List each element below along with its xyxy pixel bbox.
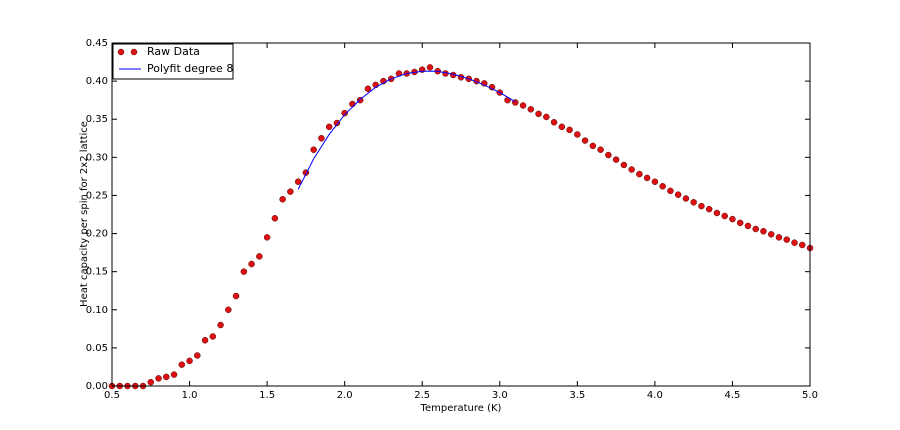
y-tick-label: 0.20 (86, 229, 108, 240)
data-point (279, 196, 286, 203)
data-point (186, 357, 193, 365)
data-point (605, 151, 612, 159)
data-point (783, 236, 790, 243)
data-point (147, 378, 155, 386)
data-point (209, 333, 217, 340)
data-point (589, 142, 597, 150)
y-tick-label: 0.05 (86, 343, 108, 354)
data-point (798, 241, 806, 249)
y-tick-label: 0.00 (86, 381, 108, 392)
data-point (194, 352, 201, 359)
data-point (721, 212, 728, 220)
data-point (519, 102, 527, 109)
data-point (217, 321, 224, 329)
data-point (310, 146, 317, 153)
data-point (163, 373, 170, 381)
legend: Raw Data Polyfit degree 8 (112, 43, 234, 80)
legend-label: Raw Data (147, 45, 200, 58)
y-tick-label: 0.40 (86, 76, 108, 87)
data-point (558, 123, 566, 131)
data-point (271, 215, 279, 222)
data-point (713, 209, 721, 217)
data-point (178, 361, 186, 368)
x-tick-label: 2.5 (414, 390, 430, 401)
y-tick-label: 0.15 (86, 267, 108, 278)
data-point (674, 191, 682, 198)
data-point (256, 253, 263, 260)
data-point (225, 306, 232, 314)
data-point (574, 131, 581, 138)
x-axis-label: Temperature (K) (420, 403, 502, 414)
x-tick-label: 4.5 (724, 390, 740, 401)
x-tick-label: 0.5 (104, 390, 120, 401)
y-tick-label: 0.30 (86, 152, 108, 163)
data-point (752, 225, 759, 233)
data-point (667, 187, 674, 195)
data-point (527, 106, 535, 113)
x-tick-label: 5.0 (802, 390, 818, 401)
data-point (170, 371, 178, 378)
y-tick-label: 0.10 (86, 305, 108, 316)
legend-marker (130, 48, 138, 56)
plot-frame (111, 42, 811, 387)
data-point (620, 161, 628, 169)
data-point (232, 292, 240, 300)
data-point (333, 119, 341, 127)
fit-line (297, 70, 516, 190)
data-point (318, 135, 325, 142)
data-point (201, 337, 209, 344)
data-point (287, 188, 294, 195)
y-tick-label: 0.45 (86, 38, 108, 49)
data-point (744, 222, 752, 230)
data-point (248, 260, 255, 268)
data-point (581, 137, 589, 144)
data-point (550, 119, 558, 126)
data-point (364, 85, 372, 92)
data-point (775, 234, 783, 241)
data-point (263, 234, 271, 241)
x-tick-label: 3.5 (569, 390, 585, 401)
data-point (736, 219, 744, 227)
data-point (341, 109, 348, 117)
x-tick-label: 1.5 (259, 390, 275, 401)
data-point (643, 174, 651, 182)
data-point (690, 199, 697, 206)
legend-marker (117, 48, 125, 56)
data-point (659, 183, 666, 190)
data-point (294, 178, 302, 185)
data-point (240, 268, 248, 275)
data-point (682, 195, 690, 202)
data-point (325, 123, 333, 131)
data-point (349, 100, 356, 108)
data-point (729, 215, 736, 223)
y-tick-label: 0.35 (86, 114, 108, 125)
x-tick-label: 1.0 (182, 390, 198, 401)
data-point (705, 205, 713, 213)
x-tick-label: 2.0 (337, 390, 353, 401)
y-tick-label: 0.25 (86, 190, 108, 201)
data-point (535, 110, 542, 118)
data-point (543, 113, 550, 121)
x-tick-label: 3.0 (492, 390, 508, 401)
data-point (628, 166, 635, 173)
data-point (612, 156, 620, 163)
legend-label: Polyfit degree 8 (147, 62, 233, 75)
data-point (767, 231, 775, 238)
data-point (566, 126, 573, 134)
data-point (698, 202, 705, 210)
data-point (791, 239, 798, 246)
data-point (651, 178, 659, 185)
data-point (426, 64, 434, 71)
data-point (155, 375, 162, 382)
data-point (760, 228, 767, 235)
data-point (636, 170, 643, 178)
x-tick-label: 4.0 (647, 390, 663, 401)
y-axis-label: Heat capacity per spin for 2x2 lattice (79, 121, 90, 307)
data-point (597, 146, 604, 153)
